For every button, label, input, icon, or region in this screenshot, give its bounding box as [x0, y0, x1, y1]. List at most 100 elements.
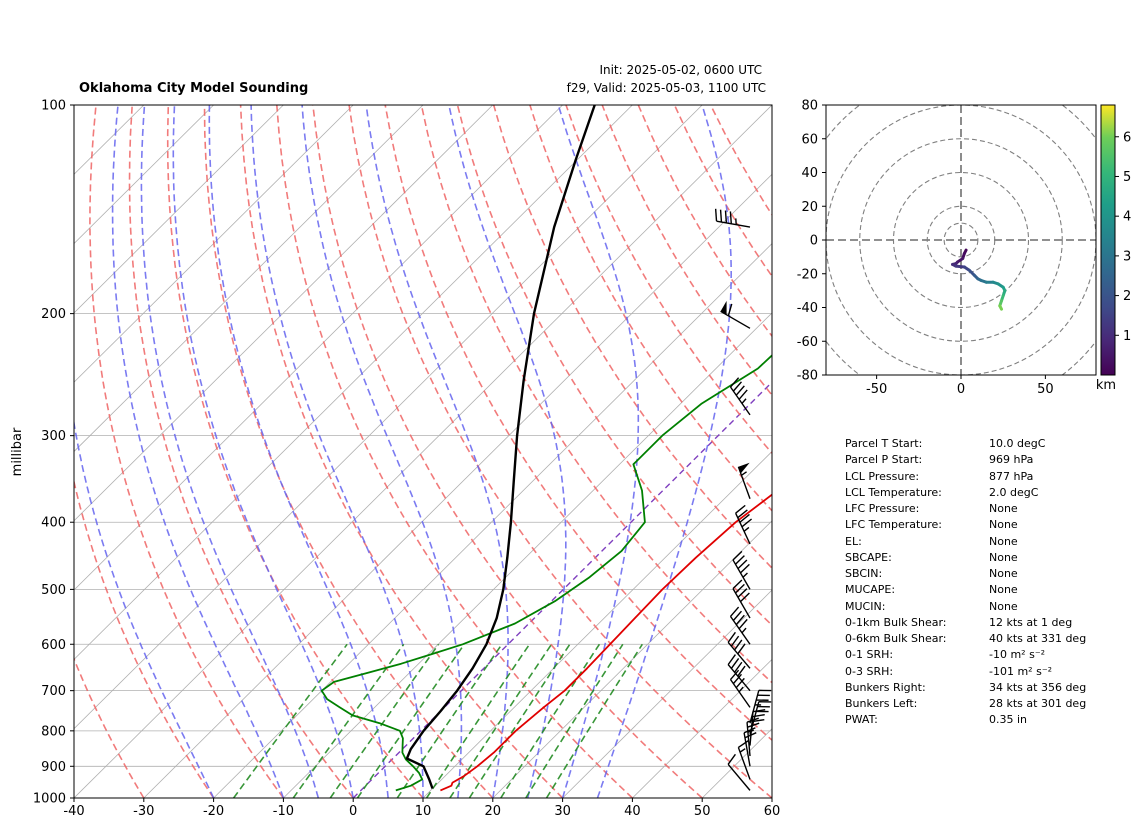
hodograph-y-tick-label: 80	[801, 99, 818, 114]
wind-barb-staff	[737, 466, 751, 500]
parameter-label: 0-6km Bulk Shear:	[845, 632, 947, 645]
skewt-axes: -40 -30 -20 -10 0 10 20 30 40 50 60 1000 900 800 700 60…	[33, 99, 780, 820]
wind-barb-staff	[732, 559, 751, 590]
x-tick-label: 10	[415, 804, 432, 819]
hodograph-y-tick-label: -40	[797, 301, 818, 316]
wind-barb-full-feather	[719, 209, 723, 223]
parameter-label: SBCAPE:	[845, 550, 892, 564]
parameter-value: -101 m² s⁻²	[989, 664, 1053, 678]
parameter-value: None	[989, 550, 1018, 564]
parameter-value: 10.0 degC	[989, 437, 1046, 450]
parameter-value: None	[989, 502, 1018, 515]
parameter-row: 0-3 SRH: -101 m² s⁻²	[845, 664, 1105, 680]
wind-barb-half-feather	[743, 526, 750, 532]
wind-barb-full-feather	[738, 618, 748, 630]
x-tick-label: 20	[485, 804, 502, 819]
hodograph-rings	[826, 105, 1096, 375]
parameter-label: EL:	[845, 534, 862, 548]
wind-barb-full-feather	[735, 677, 745, 689]
wind-barb-full-feather	[752, 709, 766, 713]
parameter-label: MUCAPE:	[845, 583, 896, 597]
colorbar-unit-label: km	[1096, 378, 1116, 393]
hodograph-x-tick-label: 0	[957, 382, 965, 397]
wind-barb-staff	[729, 386, 751, 416]
wind-barb	[720, 300, 751, 329]
parameter-label: 0-1 SRH:	[845, 648, 894, 662]
parameter-value: 34 kts at 356 deg	[989, 680, 1087, 694]
wind-barb-staff	[729, 616, 751, 645]
wind-barb	[729, 669, 751, 708]
dry-adiabat-line	[128, 105, 354, 798]
parameter-row: SBCIN: None	[845, 566, 1105, 582]
hodograph-trace	[951, 248, 1007, 311]
x-tick-label: -20	[203, 804, 224, 819]
dewpoint-profile-line	[320, 354, 772, 792]
height-colorbar: 1 2 3 4 5 6 km	[1096, 104, 1131, 393]
dry-adiabat-line	[276, 105, 633, 798]
moist-adiabat-line	[365, 105, 509, 798]
parameter-value: 2.0 degC	[989, 485, 1039, 499]
parameter-value: 40 kts at 331 deg	[989, 632, 1087, 645]
x-tick-label: -10	[273, 804, 294, 819]
wind-barb-full-feather	[740, 563, 750, 574]
parameter-value: 877 hPa	[989, 469, 1034, 483]
moist-adiabat-line	[250, 105, 424, 798]
parameter-label: PWAT:	[845, 713, 878, 727]
dry-adiabat-line	[384, 105, 772, 742]
isotherm-line	[74, 105, 284, 314]
y-tick-label: 700	[41, 684, 66, 699]
mixing-ratio-line	[525, 643, 624, 798]
wind-barb	[714, 208, 751, 228]
colorbar-tick-label: 3	[1123, 249, 1131, 264]
chart-title: Oklahoma City Model Sounding	[79, 81, 308, 96]
parameter-value: 28 kts at 301 deg	[989, 697, 1087, 710]
wind-barb-staff	[732, 588, 751, 619]
parameter-value: None	[989, 599, 1018, 613]
isotherm-line	[562, 589, 772, 798]
isotherm-line	[74, 105, 633, 660]
wind-barb-full-feather	[737, 559, 748, 570]
y-tick-label: 100	[41, 99, 66, 114]
isotherm-line	[74, 105, 494, 522]
parameter-value: None	[989, 518, 1018, 532]
colorbar-tick-label: 2	[1123, 289, 1131, 304]
parameter-label: MUCIN:	[845, 599, 886, 613]
dry-adiabat-line	[348, 105, 772, 798]
y-tick-label: 400	[41, 516, 66, 531]
dry-adiabat-line	[456, 105, 772, 627]
wind-barb-staff	[727, 664, 751, 692]
dry-adiabat-line	[74, 478, 215, 798]
wind-barb-full-feather	[727, 654, 736, 666]
dry-adiabat-line	[312, 105, 703, 798]
dry-adiabat-line	[420, 105, 772, 684]
parameter-value: -10 m² s⁻²	[989, 648, 1046, 662]
wind-barb-full-feather	[737, 665, 746, 677]
wind-barb-staff	[749, 701, 760, 735]
y-axis-label: millibar	[10, 427, 25, 476]
x-tick-label: 0	[349, 804, 357, 819]
wind-barb	[727, 631, 751, 669]
wind-barb-staff	[746, 722, 751, 757]
wind-barb-full-feather	[732, 381, 743, 392]
y-tick-label: 1000	[33, 792, 66, 807]
wind-barb-full-feather	[747, 722, 760, 728]
wind-barb-full-feather	[739, 513, 750, 523]
wind-barb-full-feather	[724, 210, 728, 223]
parameter-label: LCL Pressure:	[845, 469, 920, 483]
wind-barb-half-feather	[741, 471, 747, 476]
wind-barb	[727, 654, 751, 692]
hodograph-y-tick-label: 60	[801, 132, 818, 147]
isotherm-line	[422, 450, 772, 798]
isotherm-line	[74, 105, 424, 453]
mixing-ratio-line	[329, 643, 440, 798]
x-tick-label: -30	[133, 804, 154, 819]
hodograph-x-tick-label: 50	[1037, 382, 1054, 397]
moist-adiabat-line	[448, 105, 567, 798]
wind-barb-staff	[749, 690, 760, 724]
wind-barb-full-feather	[727, 631, 736, 643]
wind-barb-half-feather	[742, 572, 748, 578]
dry-adiabat-line	[239, 105, 564, 798]
wind-barb-half-feather	[741, 627, 747, 634]
x-tick-label: -40	[63, 804, 84, 819]
wind-barb-full-feather	[734, 639, 743, 651]
